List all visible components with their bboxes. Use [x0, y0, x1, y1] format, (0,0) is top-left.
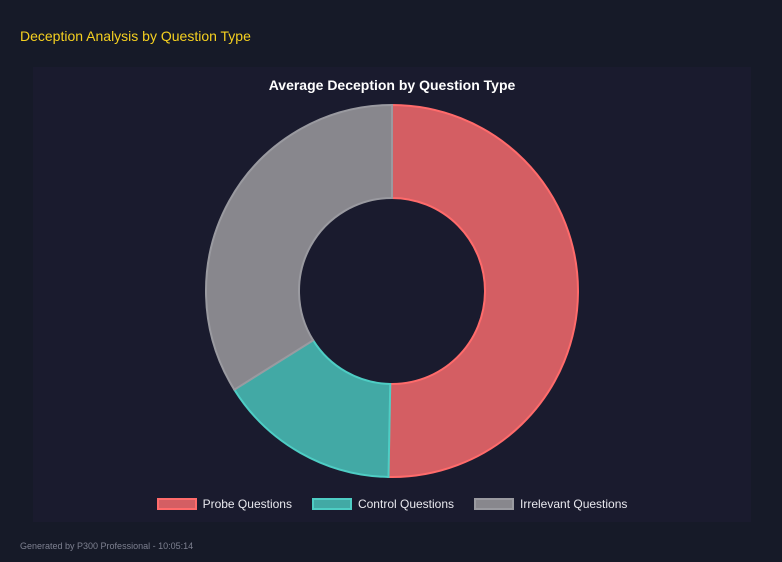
slice-irrelevant-questions[interactable] — [205, 103, 393, 392]
chart-card: Average Deception by Question Type Probe… — [33, 67, 751, 522]
slice-control-questions[interactable] — [232, 338, 392, 478]
legend-item-irrelevant[interactable]: Irrelevant Questions — [474, 497, 627, 511]
legend-swatch — [311, 498, 352, 510]
legend-label: Control Questions — [357, 497, 455, 511]
chart-title: Average Deception by Question Type — [268, 77, 516, 93]
legend-label: Irrelevant Questions — [520, 497, 628, 511]
footer-text: Generated by P300 Professional - 10:05:1… — [20, 541, 194, 551]
legend-item-control[interactable]: Control Questions — [311, 497, 455, 511]
slice-probe-questions[interactable] — [387, 103, 579, 478]
legend-swatch — [156, 498, 197, 510]
page-heading: Deception Analysis by Question Type — [20, 28, 251, 44]
donut-chart — [205, 103, 579, 478]
legend: Probe Questions Control Questions Irrele… — [33, 497, 751, 511]
legend-swatch — [474, 498, 515, 510]
legend-label: Probe Questions — [202, 497, 292, 511]
legend-item-probe[interactable]: Probe Questions — [156, 497, 292, 511]
